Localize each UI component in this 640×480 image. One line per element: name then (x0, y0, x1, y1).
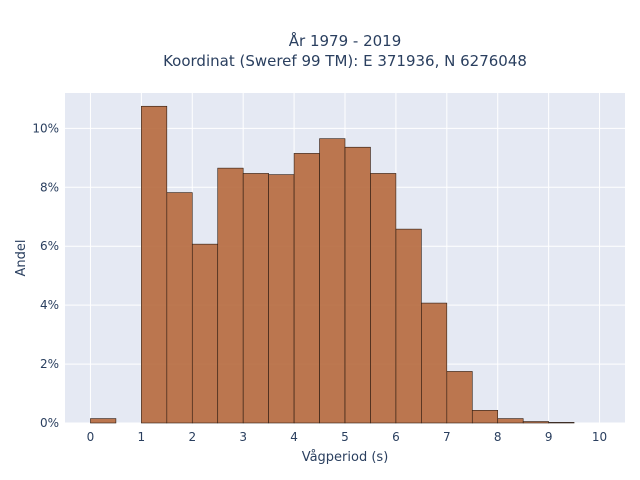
x-tick-label: 7 (443, 430, 451, 444)
histogram-bar (217, 167, 244, 424)
y-axis-ticks: 0% 2% 4% 6% 8% 10% (32, 121, 59, 430)
histogram-bar (90, 418, 117, 424)
histogram-bar (471, 410, 499, 424)
x-tick-label: 8 (494, 430, 502, 444)
histogram-bar (268, 174, 295, 424)
y-tick-label: 2% (40, 357, 59, 371)
y-tick-label: 10% (32, 121, 59, 135)
bars (90, 105, 575, 424)
x-tick-label: 9 (545, 430, 553, 444)
x-tick-label: 1 (138, 430, 146, 444)
histogram-bar (141, 105, 168, 424)
histogram-bar (370, 173, 397, 424)
histogram-bar (446, 371, 473, 424)
histogram-bar (548, 422, 575, 424)
x-tick-label: 3 (239, 430, 247, 444)
x-tick-label: 6 (392, 430, 400, 444)
x-axis-ticks: 0 1 2 3 4 5 6 7 8 9 10 (87, 430, 608, 444)
y-tick-label: 0% (40, 416, 59, 430)
histogram-bar (293, 153, 320, 424)
histogram-bar (166, 192, 193, 424)
histogram-bar (497, 418, 524, 424)
x-tick-label: 0 (87, 430, 95, 444)
histogram-bar (242, 173, 269, 424)
y-axis-label: Andel (14, 240, 29, 277)
histogram-bar (522, 421, 549, 424)
x-tick-label: 2 (188, 430, 196, 444)
histogram-bar (421, 302, 448, 424)
histogram-bar (344, 146, 371, 424)
chart-title: År 1979 - 2019 (289, 31, 402, 50)
y-tick-label: 8% (40, 180, 59, 194)
histogram-bar (191, 243, 219, 424)
histogram-bar (395, 228, 422, 424)
x-tick-label: 4 (290, 430, 298, 444)
x-axis-label: Vågperiod (s) (302, 450, 389, 465)
y-tick-label: 6% (40, 239, 59, 253)
chart-subtitle: Koordinat (Sweref 99 TM): E 371936, N 62… (163, 52, 527, 70)
x-tick-label: 5 (341, 430, 349, 444)
x-tick-label: 10 (592, 430, 607, 444)
histogram-bar (319, 138, 346, 424)
y-tick-label: 4% (40, 298, 59, 312)
